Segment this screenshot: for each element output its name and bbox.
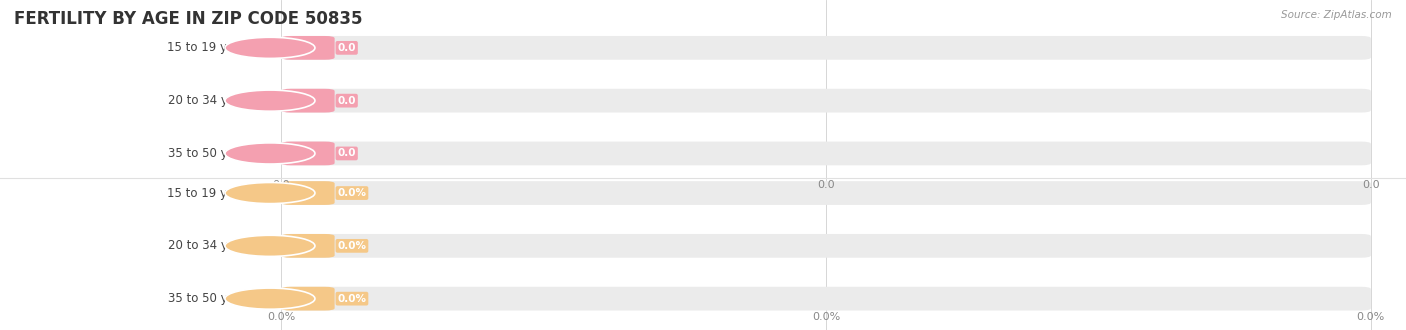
FancyBboxPatch shape xyxy=(281,181,1371,205)
Text: 15 to 19 years: 15 to 19 years xyxy=(167,41,253,54)
Text: 0.0%: 0.0% xyxy=(337,294,367,304)
Circle shape xyxy=(225,288,315,309)
FancyBboxPatch shape xyxy=(281,89,1371,113)
FancyBboxPatch shape xyxy=(281,36,335,60)
Text: 0.0%: 0.0% xyxy=(337,188,367,198)
FancyBboxPatch shape xyxy=(281,234,1371,258)
Text: 0.0: 0.0 xyxy=(337,43,356,53)
Text: 0.0: 0.0 xyxy=(337,96,356,106)
FancyBboxPatch shape xyxy=(281,36,1371,60)
Text: 0.0%: 0.0% xyxy=(1357,312,1385,322)
Text: 35 to 50 years: 35 to 50 years xyxy=(167,292,253,305)
Circle shape xyxy=(225,37,315,58)
FancyBboxPatch shape xyxy=(281,142,1371,165)
FancyBboxPatch shape xyxy=(281,287,335,311)
Text: 0.0: 0.0 xyxy=(273,180,290,190)
FancyBboxPatch shape xyxy=(281,234,335,258)
Circle shape xyxy=(225,143,315,164)
Circle shape xyxy=(225,90,315,111)
Circle shape xyxy=(225,235,315,256)
Text: 0.0%: 0.0% xyxy=(811,312,841,322)
Text: 20 to 34 years: 20 to 34 years xyxy=(167,239,253,252)
Text: 0.0%: 0.0% xyxy=(337,241,367,251)
Circle shape xyxy=(225,182,315,204)
Text: FERTILITY BY AGE IN ZIP CODE 50835: FERTILITY BY AGE IN ZIP CODE 50835 xyxy=(14,10,363,28)
FancyBboxPatch shape xyxy=(281,181,335,205)
FancyBboxPatch shape xyxy=(281,89,335,113)
FancyBboxPatch shape xyxy=(281,287,1371,311)
Text: 0.0: 0.0 xyxy=(817,180,835,190)
Text: 0.0: 0.0 xyxy=(337,148,356,158)
Text: 35 to 50 years: 35 to 50 years xyxy=(167,147,253,160)
FancyBboxPatch shape xyxy=(281,142,335,165)
Text: 0.0: 0.0 xyxy=(1362,180,1379,190)
Text: 15 to 19 years: 15 to 19 years xyxy=(167,186,253,200)
Text: 0.0%: 0.0% xyxy=(267,312,295,322)
Text: 20 to 34 years: 20 to 34 years xyxy=(167,94,253,107)
Text: Source: ZipAtlas.com: Source: ZipAtlas.com xyxy=(1281,10,1392,20)
